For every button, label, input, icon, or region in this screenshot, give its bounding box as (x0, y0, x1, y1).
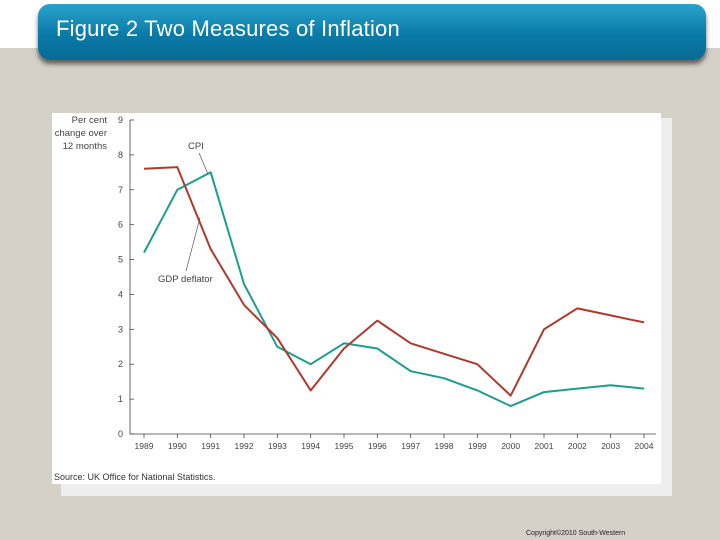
x-tick-label: 1991 (201, 441, 220, 451)
series-line-cpi (143, 171, 645, 408)
x-tick-label: 1997 (401, 441, 420, 451)
cpi-leader-line (198, 152, 209, 175)
x-tick-label: 2002 (568, 441, 587, 451)
chart-source-note: Source: UK Office for National Statistic… (54, 472, 215, 482)
x-tick-label: 2004 (635, 441, 654, 451)
y-tick-label: 8 (118, 150, 123, 160)
x-tick-label: 1998 (435, 441, 454, 451)
x-tick-label: 1989 (135, 441, 154, 451)
x-tick-label: 1995 (335, 441, 354, 451)
x-tick-label: 1994 (301, 441, 320, 451)
y-tick-label: 2 (118, 359, 123, 369)
x-tick-label: 1996 (368, 441, 387, 451)
x-tick-label: 1993 (268, 441, 287, 451)
chart-panel: 0 1 2 3 4 5 6 7 8 9 1989 1990 1991 1992 1993 1994 1995 19… (52, 113, 661, 484)
y-tick-label: 7 (118, 185, 123, 195)
y-tick-label: 3 (118, 324, 123, 334)
copyright-notice: Copyright©2010 South-Western (526, 530, 626, 537)
y-tick-label: 9 (118, 115, 123, 125)
y-axis-label-line: change over (55, 128, 107, 139)
y-axis-label-line: 12 months (63, 141, 108, 152)
y-tick-label: 4 (118, 289, 123, 299)
y-tick-label: 6 (118, 220, 123, 230)
inflation-line-chart: 0 1 2 3 4 5 6 7 8 9 1989 1990 1991 1992 1993 1994 1995 19… (54, 115, 656, 482)
y-tick-label: 0 (118, 429, 123, 439)
x-tick-label: 2003 (601, 441, 620, 451)
x-tick-label: 1992 (235, 441, 254, 451)
x-tick-label: 1990 (168, 441, 187, 451)
y-tick-label: 1 (118, 394, 123, 404)
series-label-cpi: CPI (188, 141, 204, 152)
y-tick-label: 5 (118, 255, 123, 265)
series-label-gdp-deflator: GDP deflator (158, 274, 213, 285)
title-bar (38, 4, 706, 60)
series-line-gdp-deflator (143, 166, 645, 397)
y-axis-label-line: Per cent (72, 115, 108, 126)
gdp-deflator-leader-line (185, 217, 201, 272)
x-tick-label: 2001 (535, 441, 554, 451)
x-tick-label: 2000 (501, 441, 520, 451)
slide-title: Figure 2 Two Measures of Inflation (56, 16, 400, 41)
x-tick-label: 1999 (468, 441, 487, 451)
